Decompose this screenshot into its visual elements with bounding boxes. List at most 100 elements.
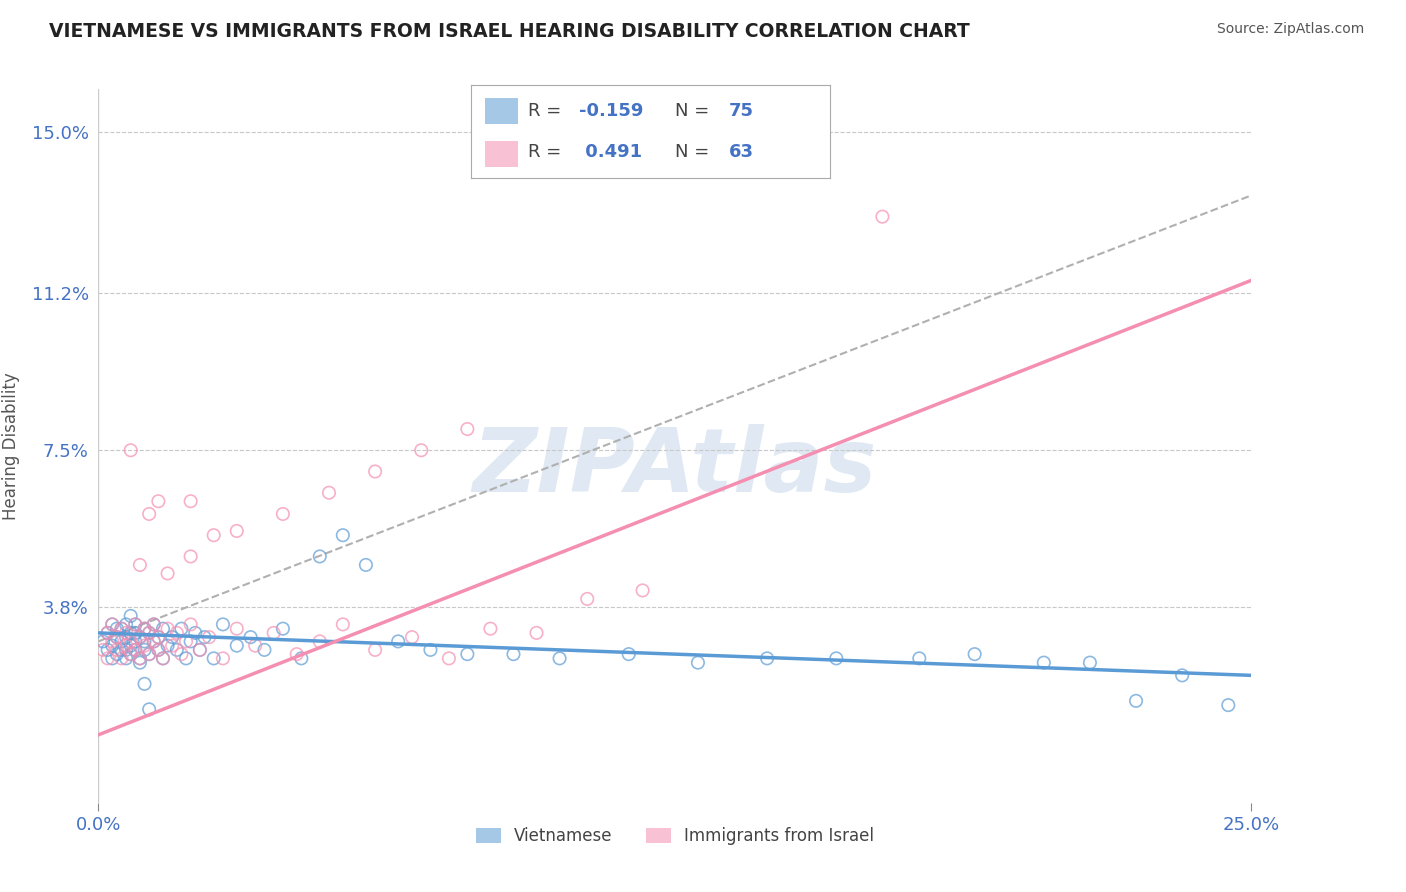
Point xyxy=(364,643,387,657)
Point xyxy=(134,643,156,657)
Point xyxy=(124,634,146,648)
Point xyxy=(115,643,138,657)
Point xyxy=(401,630,423,644)
Point xyxy=(308,549,330,564)
Point xyxy=(152,651,174,665)
Point xyxy=(110,643,132,657)
Point xyxy=(180,494,202,508)
Point xyxy=(120,647,142,661)
Point xyxy=(138,647,160,661)
Point xyxy=(101,651,124,665)
Point xyxy=(166,643,188,657)
Point xyxy=(174,634,197,648)
Point xyxy=(138,507,160,521)
Point xyxy=(963,647,986,661)
Point xyxy=(134,622,156,636)
Point xyxy=(110,634,132,648)
Point xyxy=(138,647,160,661)
Point xyxy=(148,494,170,508)
Point xyxy=(202,651,225,665)
Point xyxy=(184,626,207,640)
Text: -0.159: -0.159 xyxy=(579,102,643,120)
Point xyxy=(129,651,152,665)
Point xyxy=(180,634,202,648)
Point xyxy=(152,622,174,636)
Point xyxy=(245,639,267,653)
Point xyxy=(387,634,409,648)
Point xyxy=(548,651,571,665)
Point xyxy=(156,622,179,636)
Point xyxy=(271,507,294,521)
Point xyxy=(120,608,142,623)
Point xyxy=(188,643,211,657)
Point xyxy=(170,647,193,661)
Y-axis label: Hearing Disability: Hearing Disability xyxy=(3,372,21,520)
Point xyxy=(110,651,132,665)
Point xyxy=(120,443,142,458)
Point xyxy=(271,622,294,636)
Point xyxy=(105,622,128,636)
Point xyxy=(437,651,460,665)
Point xyxy=(129,630,152,644)
Point xyxy=(120,639,142,653)
Text: R =: R = xyxy=(529,144,568,161)
Point xyxy=(91,634,114,648)
Point xyxy=(332,528,354,542)
Point xyxy=(148,643,170,657)
Point xyxy=(1032,656,1054,670)
Point xyxy=(129,558,152,572)
Point xyxy=(686,656,709,670)
Point xyxy=(225,639,247,653)
Point xyxy=(110,622,132,636)
Point xyxy=(124,643,146,657)
Point xyxy=(124,617,146,632)
Text: Source: ZipAtlas.com: Source: ZipAtlas.com xyxy=(1216,22,1364,37)
Point xyxy=(872,210,894,224)
Point xyxy=(124,643,146,657)
Point xyxy=(156,566,179,581)
Point xyxy=(225,524,247,538)
Point xyxy=(364,465,387,479)
Point xyxy=(134,639,156,653)
Text: R =: R = xyxy=(529,102,568,120)
Point xyxy=(198,630,221,644)
Point xyxy=(115,617,138,632)
Point xyxy=(202,528,225,542)
Point xyxy=(576,591,599,606)
Point xyxy=(101,639,124,653)
Text: N =: N = xyxy=(675,144,716,161)
Point xyxy=(134,677,156,691)
Point xyxy=(332,617,354,632)
Point xyxy=(138,626,160,640)
Point xyxy=(97,626,120,640)
Point xyxy=(170,622,193,636)
Point xyxy=(101,617,124,632)
Point xyxy=(180,617,202,632)
Point xyxy=(142,617,165,632)
Point xyxy=(212,617,235,632)
Point xyxy=(225,622,247,636)
Point xyxy=(253,643,276,657)
Point xyxy=(1078,656,1101,670)
Point xyxy=(129,630,152,644)
Bar xyxy=(485,141,517,167)
Point xyxy=(354,558,377,572)
Point xyxy=(908,651,931,665)
Point xyxy=(756,651,779,665)
Point xyxy=(193,630,215,644)
Point xyxy=(120,634,142,648)
Point xyxy=(456,647,478,661)
Point xyxy=(97,651,120,665)
Point xyxy=(188,643,211,657)
Point xyxy=(479,622,502,636)
Point xyxy=(456,422,478,436)
Text: 75: 75 xyxy=(730,102,754,120)
Point xyxy=(148,643,170,657)
Point xyxy=(152,651,174,665)
Point xyxy=(318,485,340,500)
Point xyxy=(308,634,330,648)
Point xyxy=(180,549,202,564)
Legend: Vietnamese, Immigrants from Israel: Vietnamese, Immigrants from Israel xyxy=(470,821,880,852)
Point xyxy=(502,647,524,661)
Point xyxy=(105,643,128,657)
